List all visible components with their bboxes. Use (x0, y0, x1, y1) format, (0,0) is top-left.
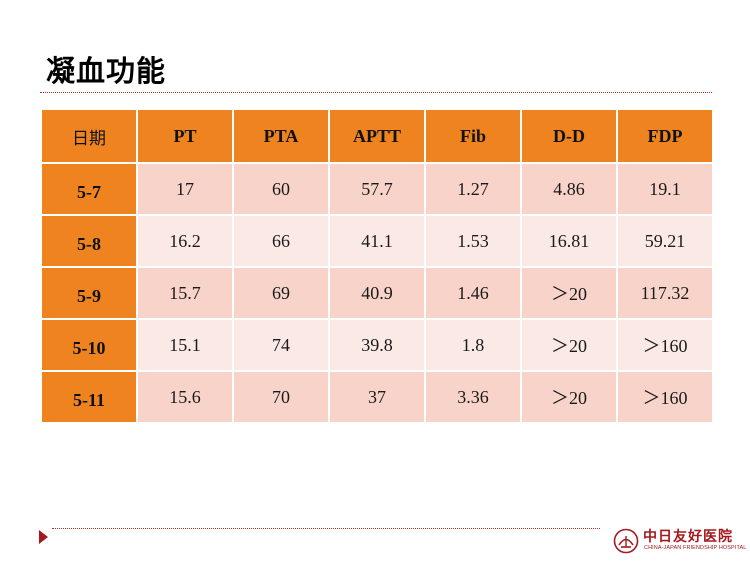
row-date: 5-11 (40, 370, 138, 424)
cell-pta: 69 (232, 266, 330, 320)
header-pta: PTA (232, 108, 330, 164)
table-row: 5-11 15.6 70 37 3.36 ＞20 ＞160 (40, 370, 714, 424)
cell-dd: ＞20 (520, 266, 618, 320)
row-date: 5-8 (40, 214, 138, 268)
logo-name: 中日友好医院 (643, 529, 733, 545)
cell-fdp: ＞160 (616, 370, 714, 424)
cell-fdp: 19.1 (616, 162, 714, 216)
row-date: 5-9 (40, 266, 138, 320)
coagulation-table: 日期 PT PTA APTT Fib D-D FDP 5-7 17 60 57.… (40, 108, 714, 424)
cell-pta: 60 (232, 162, 330, 216)
header-aptt: APTT (328, 108, 426, 164)
hospital-emblem-icon (613, 528, 639, 554)
cell-fib: 1.46 (424, 266, 522, 320)
cell-fib: 1.53 (424, 214, 522, 268)
table-header-row: 日期 PT PTA APTT Fib D-D FDP (40, 108, 714, 164)
slide-title: 凝血功能 (46, 54, 167, 88)
header-fdp: FDP (616, 108, 714, 164)
cell-pta: 66 (232, 214, 330, 268)
cell-aptt: 41.1 (328, 214, 426, 268)
cell-pt: 16.2 (136, 214, 234, 268)
footer-divider (52, 528, 600, 529)
header-dd: D-D (520, 108, 618, 164)
cell-aptt: 57.7 (328, 162, 426, 216)
cell-pt: 15.1 (136, 318, 234, 372)
previous-slide-arrow-icon[interactable] (39, 530, 48, 544)
cell-fib: 1.27 (424, 162, 522, 216)
cell-dd: ＞20 (520, 318, 618, 372)
cell-pta: 74 (232, 318, 330, 372)
header-date: 日期 (40, 108, 138, 164)
cell-fdp: 117.32 (616, 266, 714, 320)
cell-aptt: 39.8 (328, 318, 426, 372)
cell-aptt: 37 (328, 370, 426, 424)
cell-pt: 17 (136, 162, 234, 216)
cell-aptt: 40.9 (328, 266, 426, 320)
cell-fdp: 59.21 (616, 214, 714, 268)
cell-pta: 70 (232, 370, 330, 424)
table-row: 5-10 15.1 74 39.8 1.8 ＞20 ＞160 (40, 318, 714, 372)
cell-pt: 15.7 (136, 266, 234, 320)
cell-fdp: ＞160 (616, 318, 714, 372)
cell-fib: 3.36 (424, 370, 522, 424)
cell-dd: ＞20 (520, 370, 618, 424)
table-row: 5-9 15.7 69 40.9 1.46 ＞20 117.32 (40, 266, 714, 320)
row-date: 5-10 (40, 318, 138, 372)
cell-dd: 16.81 (520, 214, 618, 268)
title-divider (40, 92, 712, 93)
logo-subtitle: CHINA-JAPAN FRIENDSHIP HOSPITAL (644, 545, 747, 551)
table-row: 5-7 17 60 57.7 1.27 4.86 19.1 (40, 162, 714, 216)
table-row: 5-8 16.2 66 41.1 1.53 16.81 59.21 (40, 214, 714, 268)
cell-dd: 4.86 (520, 162, 618, 216)
cell-fib: 1.8 (424, 318, 522, 372)
header-fib: Fib (424, 108, 522, 164)
row-date: 5-7 (40, 162, 138, 216)
hospital-logo: 中日友好医院 CHINA-JAPAN FRIENDSHIP HOSPITAL (613, 526, 746, 556)
header-pt: PT (136, 108, 234, 164)
cell-pt: 15.6 (136, 370, 234, 424)
